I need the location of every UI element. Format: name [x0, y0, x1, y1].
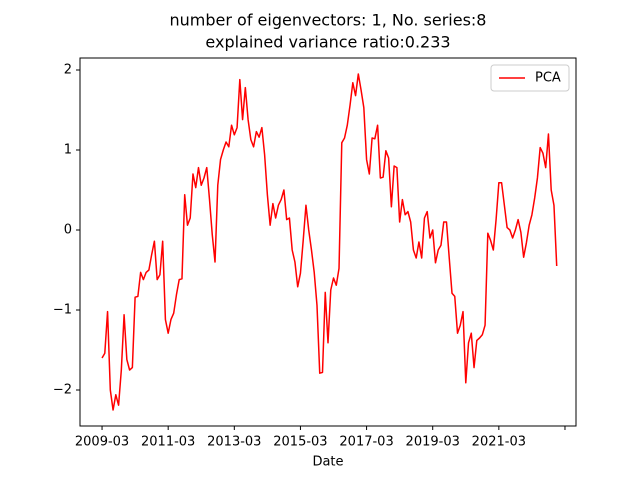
x-tick-label: 2015-03	[273, 435, 327, 450]
line	[101, 73, 558, 411]
x-tick-label: 2021-03	[472, 435, 526, 450]
x-tick-label: 2009-03	[75, 435, 129, 450]
y-tick-label: −2	[53, 383, 72, 398]
y-tick-label: 1	[64, 143, 72, 158]
chart-title: number of eigenvectors: 1, No. series:8	[170, 11, 487, 30]
chart-subtitle: explained variance ratio:0.233	[205, 33, 450, 52]
plot-frame	[79, 57, 577, 427]
x-tick-label: 2013-03	[207, 435, 261, 450]
legend-box	[490, 64, 570, 92]
y-tick-label: 0	[64, 223, 72, 238]
y-tick-label: 2	[64, 63, 72, 78]
x-tick-label: 2011-03	[141, 435, 195, 450]
x-tick-label: 2019-03	[406, 435, 460, 450]
x-axis-label: Date	[312, 455, 343, 470]
x-tick-label: 2017-03	[339, 435, 393, 450]
y-tick-label: −1	[53, 303, 72, 318]
legend-label: PCA	[535, 71, 561, 86]
